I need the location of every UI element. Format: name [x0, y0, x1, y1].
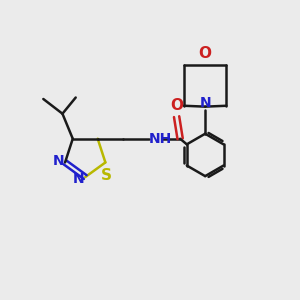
Text: O: O	[199, 46, 212, 61]
Text: N: N	[53, 154, 64, 168]
Text: N: N	[200, 96, 212, 110]
Text: N: N	[73, 172, 85, 186]
Text: NH: NH	[149, 132, 172, 146]
Text: S: S	[101, 168, 112, 183]
Text: O: O	[170, 98, 183, 113]
